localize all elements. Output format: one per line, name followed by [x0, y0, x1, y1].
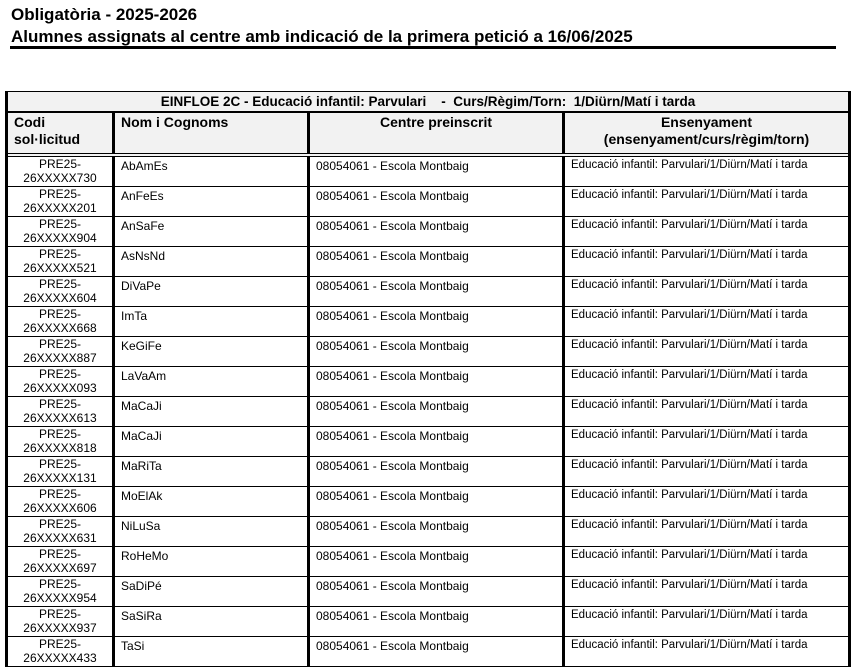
cell-name: NiLuSa: [115, 517, 310, 546]
cell-name: AnSaFe: [115, 217, 310, 246]
table-body: PRE25- 26XXXXX730 AbAmEs 08054061 - Escola …: [8, 157, 848, 667]
cell-ensenyament: Educació infantil: Parvulari/1/Diürn/Mat…: [571, 399, 808, 411]
cell-code: PRE25- 26XXXXX697: [8, 547, 115, 576]
cell-centre: 08054061 - Escola Montbaig: [310, 577, 565, 606]
cell-centre: 08054061 - Escola Montbaig: [310, 217, 565, 246]
cell-code: PRE25- 26XXXXX613: [8, 397, 115, 426]
table-row: PRE25- 26XXXXX613 MaCaJi 08054061 - Escola …: [8, 397, 848, 427]
cell-ensenyament: Educació infantil: Parvulari/1/Diürn/Mat…: [571, 189, 808, 201]
cell-ensenyament: Educació infantil: Parvulari/1/Diürn/Mat…: [571, 219, 808, 231]
cell-code: PRE25- 26XXXXX201: [8, 187, 115, 216]
cell-centre: 08054061 - Escola Montbaig: [310, 427, 565, 456]
cell-code: PRE25- 26XXXXX433: [8, 637, 115, 666]
cell-centre: 08054061 - Escola Montbaig: [310, 517, 565, 546]
cell-ensenyament: Educació infantil: Parvulari/1/Diürn/Mat…: [571, 369, 808, 381]
cell-centre: 08054061 - Escola Montbaig: [310, 247, 565, 276]
cell-ensenyament: Educació infantil: Parvulari/1/Diürn/Mat…: [571, 549, 808, 561]
table-row: PRE25- 26XXXXX954 SaDiPé 08054061 - Escola …: [8, 577, 848, 607]
cell-code: PRE25- 26XXXXX887: [8, 337, 115, 366]
table-row: PRE25- 26XXXXX937 SaSiRa 08054061 - Escola …: [8, 607, 848, 637]
group-title: EINFLOE 2C - Educació infantil: Parvular…: [8, 92, 848, 113]
cell-centre: 08054061 - Escola Montbaig: [310, 487, 565, 516]
cell-code: PRE25- 26XXXXX131: [8, 457, 115, 486]
cell-name: ImTa: [115, 307, 310, 336]
cell-name: AbAmEs: [115, 157, 310, 186]
cell-ensenyament: Educació infantil: Parvulari/1/Diürn/Mat…: [571, 459, 808, 471]
cell-centre: 08054061 - Escola Montbaig: [310, 307, 565, 336]
cell-ensenyament: Educació infantil: Parvulari/1/Diürn/Mat…: [571, 249, 808, 261]
table-row: PRE25- 26XXXXX521 AsNsNd 08054061 - Escola …: [8, 247, 848, 277]
cell-code: PRE25- 26XXXXX631: [8, 517, 115, 546]
cell-centre: 08054061 - Escola Montbaig: [310, 547, 565, 576]
cell-ensenyament: Educació infantil: Parvulari/1/Diürn/Mat…: [571, 429, 808, 441]
column-header-centre: Centre preinscrit: [310, 113, 565, 153]
cell-ensenyament: Educació infantil: Parvulari/1/Diürn/Mat…: [571, 609, 808, 621]
cell-centre: 08054061 - Escola Montbaig: [310, 277, 565, 306]
cell-centre: 08054061 - Escola Montbaig: [310, 457, 565, 486]
column-header-code: Codi sol·licitud: [8, 113, 115, 153]
cell-name: MoElAk: [115, 487, 310, 516]
table-row: PRE25- 26XXXXX131 MaRiTa 08054061 - Escola …: [8, 457, 848, 487]
table-row: PRE25- 26XXXXX730 AbAmEs 08054061 - Escola …: [8, 157, 848, 187]
cell-name: SaSiRa: [115, 607, 310, 636]
cell-code: PRE25- 26XXXXX904: [8, 217, 115, 246]
cell-ensenyament: Educació infantil: Parvulari/1/Diürn/Mat…: [571, 339, 808, 351]
cell-name: AsNsNd: [115, 247, 310, 276]
cell-code: PRE25- 26XXXXX604: [8, 277, 115, 306]
cell-centre: 08054061 - Escola Montbaig: [310, 337, 565, 366]
table-row: PRE25- 26XXXXX904 AnSaFe 08054061 - Escola …: [8, 217, 848, 247]
cell-ensenyament: Educació infantil: Parvulari/1/Diürn/Mat…: [571, 489, 808, 501]
table-row: PRE25- 26XXXXX433 TaSi 08054061 - Escola Mo…: [8, 637, 848, 667]
title-underline: [10, 46, 836, 49]
cell-code: PRE25- 26XXXXX606: [8, 487, 115, 516]
table-row: PRE25- 26XXXXX668 ImTa 08054061 - Escola Mo…: [8, 307, 848, 337]
cell-ensenyament: Educació infantil: Parvulari/1/Diürn/Mat…: [571, 579, 808, 591]
document-subtitle: Alumnes assignats al centre amb indicaci…: [11, 27, 633, 46]
cell-name: SaDiPé: [115, 577, 310, 606]
cell-name: TaSi: [115, 637, 310, 666]
cell-name: DiVaPe: [115, 277, 310, 306]
cell-centre: 08054061 - Escola Montbaig: [310, 607, 565, 636]
cell-centre: 08054061 - Escola Montbaig: [310, 187, 565, 216]
students-table: EINFLOE 2C - Educació infantil: Parvular…: [5, 91, 851, 667]
cell-code: PRE25- 26XXXXX937: [8, 607, 115, 636]
cell-centre: 08054061 - Escola Montbaig: [310, 367, 565, 396]
cell-code: PRE25- 26XXXXX093: [8, 367, 115, 396]
cell-centre: 08054061 - Escola Montbaig: [310, 637, 565, 666]
cell-ensenyament: Educació infantil: Parvulari/1/Diürn/Mat…: [571, 519, 808, 531]
cell-name: KeGiFe: [115, 337, 310, 366]
table-row: PRE25- 26XXXXX093 LaVaAm 08054061 - Escola …: [8, 367, 848, 397]
cell-name: MaRiTa: [115, 457, 310, 486]
cell-ensenyament: Educació infantil: Parvulari/1/Diürn/Mat…: [571, 639, 808, 651]
cell-code: PRE25- 26XXXXX521: [8, 247, 115, 276]
cell-name: LaVaAm: [115, 367, 310, 396]
document-title: Obligatòria - 2025-2026: [11, 5, 198, 24]
cell-name: MaCaJi: [115, 427, 310, 456]
cell-name: MaCaJi: [115, 397, 310, 426]
cell-code: PRE25- 26XXXXX954: [8, 577, 115, 606]
cell-name: AnFeEs: [115, 187, 310, 216]
column-header-name: Nom i Cognoms: [115, 113, 310, 153]
cell-centre: 08054061 - Escola Montbaig: [310, 157, 565, 186]
cell-ensenyament: Educació infantil: Parvulari/1/Diürn/Mat…: [571, 159, 808, 171]
table-row: PRE25- 26XXXXX818 MaCaJi 08054061 - Escola …: [8, 427, 848, 457]
cell-code: PRE25- 26XXXXX818: [8, 427, 115, 456]
column-header-ensenyament: Ensenyament (ensenyament/curs/règim/torn): [603, 114, 810, 147]
cell-centre: 08054061 - Escola Montbaig: [310, 397, 565, 426]
table-row: PRE25- 26XXXXX697 RoHeMo 08054061 - Escola …: [8, 547, 848, 577]
cell-name: RoHeMo: [115, 547, 310, 576]
table-row: PRE25- 26XXXXX201 AnFeEs 08054061 - Escola …: [8, 187, 848, 217]
table-row: PRE25- 26XXXXX604 DiVaPe 08054061 - Escola …: [8, 277, 848, 307]
table-row: PRE25- 26XXXXX606 MoElAk 08054061 - Escola …: [8, 487, 848, 517]
table-header-row: Codi sol·licitud Nom i Cognoms Centre pre…: [8, 113, 848, 157]
table-row: PRE25- 26XXXXX887 KeGiFe 08054061 - Escola …: [8, 337, 848, 367]
cell-ensenyament: Educació infantil: Parvulari/1/Diürn/Mat…: [571, 279, 808, 291]
cell-ensenyament: Educació infantil: Parvulari/1/Diürn/Mat…: [571, 309, 808, 321]
cell-code: PRE25- 26XXXXX668: [8, 307, 115, 336]
cell-code: PRE25- 26XXXXX730: [8, 157, 115, 186]
table-row: PRE25- 26XXXXX631 NiLuSa 08054061 - Escola …: [8, 517, 848, 547]
